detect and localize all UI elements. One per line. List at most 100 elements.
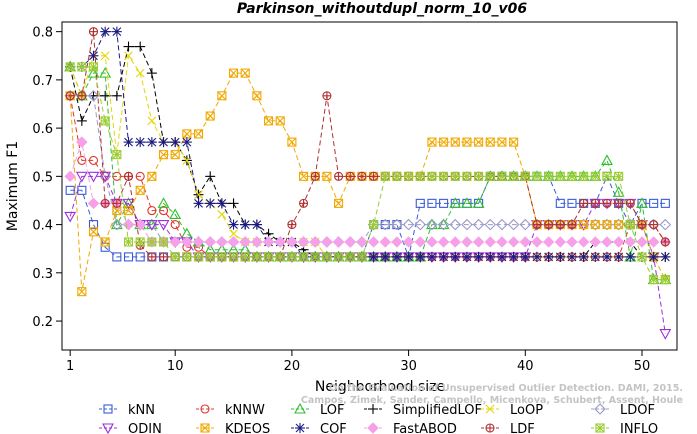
data-point <box>77 91 87 101</box>
data-point <box>217 210 227 219</box>
data-point <box>590 171 600 181</box>
data-point <box>158 252 169 262</box>
data-point <box>449 218 462 231</box>
data-point <box>555 198 565 208</box>
data-point <box>322 91 332 101</box>
data-point <box>158 237 169 247</box>
data-point <box>544 220 554 230</box>
data-point <box>402 218 415 231</box>
data-point <box>472 197 485 208</box>
data-point <box>111 26 122 37</box>
data-point <box>112 198 122 208</box>
data-point <box>100 116 110 126</box>
data-point <box>251 219 262 230</box>
data-point <box>379 218 392 231</box>
data-point <box>439 137 449 147</box>
legend-label: kNN <box>128 403 155 418</box>
data-point <box>310 171 320 181</box>
data-point <box>637 220 647 230</box>
data-point <box>157 220 170 231</box>
data-point <box>88 62 99 72</box>
legend-swatch-marker <box>200 423 210 433</box>
data-point <box>205 252 215 262</box>
data-point <box>659 218 672 231</box>
data-point <box>87 197 100 210</box>
data-point <box>461 197 473 208</box>
data-point <box>146 137 157 148</box>
data-point <box>415 171 425 181</box>
series-line-ldf <box>70 31 666 258</box>
data-point <box>415 251 426 262</box>
data-point <box>392 171 402 181</box>
data-point <box>100 51 110 61</box>
data-point <box>660 198 670 208</box>
data-point <box>77 155 87 165</box>
legend-swatch-marker <box>485 423 495 433</box>
data-point <box>612 236 625 248</box>
data-point <box>449 197 462 208</box>
data-point <box>439 171 449 181</box>
data-point <box>649 275 659 285</box>
legend-label: LOF <box>320 403 345 418</box>
legend-label: LDOF <box>620 403 655 418</box>
data-point <box>612 186 625 197</box>
legend-item-ldof: LDOF <box>591 403 655 418</box>
data-point <box>450 251 461 262</box>
data-point <box>87 66 100 78</box>
data-point <box>602 171 612 181</box>
data-point <box>369 220 379 230</box>
x-tick-label: 50 <box>634 359 651 374</box>
data-point <box>217 252 227 262</box>
data-point <box>531 236 543 248</box>
series-layer <box>64 26 672 340</box>
data-point <box>589 236 602 248</box>
series-fastabod <box>64 136 672 248</box>
data-point <box>274 236 286 248</box>
data-point <box>100 237 110 247</box>
y-axis-label: Maximum F1 <box>5 141 21 231</box>
data-point <box>64 211 77 223</box>
data-point <box>403 251 414 262</box>
data-point <box>88 50 99 61</box>
data-point <box>112 150 122 160</box>
legend-label: ODIN <box>128 422 162 434</box>
data-point <box>509 171 519 181</box>
data-point <box>461 218 473 231</box>
plot-frame <box>61 21 678 351</box>
data-point <box>449 236 461 248</box>
y-tick-label: 0.8 <box>32 26 53 41</box>
data-point <box>229 229 238 239</box>
data-point <box>251 236 263 248</box>
data-point <box>624 236 637 248</box>
data-point <box>77 287 87 297</box>
data-point <box>380 171 390 181</box>
data-point <box>426 218 438 231</box>
data-point <box>473 251 484 262</box>
data-point <box>450 171 460 181</box>
data-point <box>170 220 180 230</box>
data-point <box>135 137 146 148</box>
data-point <box>427 137 437 147</box>
data-point <box>169 208 182 220</box>
data-point <box>322 252 332 262</box>
data-point <box>264 252 274 262</box>
data-point <box>204 236 216 248</box>
data-point <box>65 91 75 101</box>
data-point <box>216 236 228 248</box>
legend-item-odin: ODIN <box>99 422 162 434</box>
legend-item-ldf: LDF <box>481 422 535 434</box>
legend-label: COF <box>320 422 347 434</box>
data-point <box>182 129 192 139</box>
data-point <box>614 171 624 181</box>
y-tick-label: 0.2 <box>32 315 53 330</box>
data-point <box>77 62 87 72</box>
series-line-cof <box>70 31 666 258</box>
data-point <box>613 251 624 262</box>
data-point <box>437 218 450 230</box>
data-point <box>217 91 227 101</box>
legend-item-kdeos: KDEOS <box>196 422 270 434</box>
data-point <box>497 137 507 147</box>
data-point <box>379 236 391 248</box>
data-point <box>123 237 134 247</box>
data-point <box>555 171 565 181</box>
